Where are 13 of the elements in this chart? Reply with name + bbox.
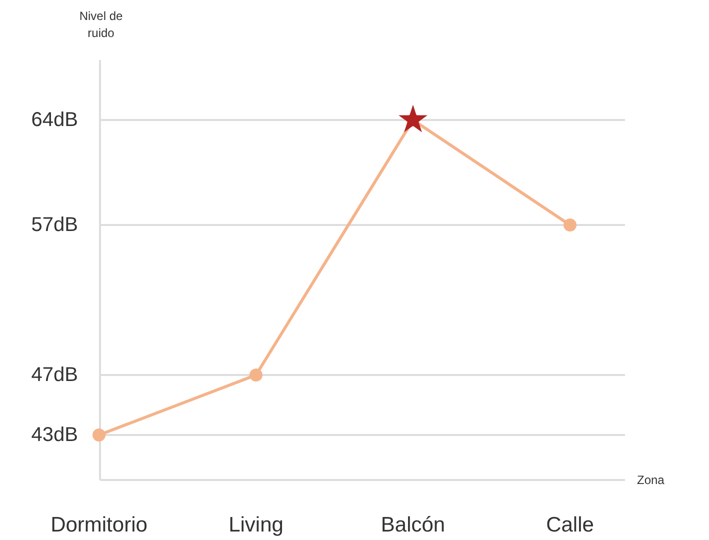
point [250,368,262,382]
x-tick-label: Dormitorio [50,514,148,536]
y-tick-label: 57dB [31,214,78,236]
x-tick-label: Living [228,514,284,536]
point [92,428,106,442]
x-tick-label: Balcón [380,514,446,536]
y-tick-label: 47dB [31,364,78,386]
x-axis-title: Zona [637,473,665,487]
y-tick-label: 43dB [31,424,78,446]
y-tick-label: 64dB [31,109,78,131]
x-tick-label: Calle [546,514,594,536]
y-axis-title: Nivel de ruido [79,9,123,40]
point [564,218,576,232]
